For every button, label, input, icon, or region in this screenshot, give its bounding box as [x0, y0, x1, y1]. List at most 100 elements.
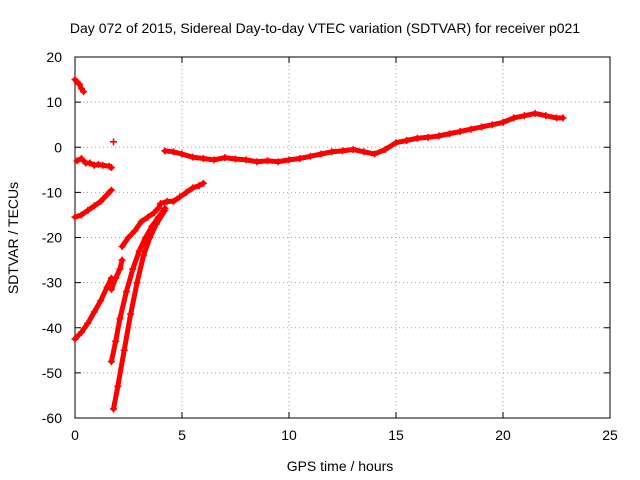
data-point	[478, 123, 486, 131]
x-tick-label: 25	[602, 427, 618, 443]
series-arc-6	[107, 256, 126, 293]
data-point	[520, 112, 528, 120]
data-point	[107, 285, 115, 293]
series-arc-8	[107, 204, 169, 366]
data-point	[120, 346, 128, 354]
data-point	[95, 160, 103, 168]
data-point	[103, 283, 111, 291]
data-point	[152, 220, 160, 228]
data-point	[403, 136, 411, 144]
series-arc-1	[71, 76, 88, 96]
data-markers	[71, 76, 567, 413]
data-point	[317, 150, 325, 158]
series-arc-7	[118, 179, 207, 251]
data-point	[285, 156, 293, 164]
data-point	[253, 158, 261, 166]
y-tick-label: -60	[42, 410, 62, 426]
data-point	[114, 382, 122, 390]
data-point	[103, 191, 111, 199]
data-point	[328, 148, 336, 156]
data-point	[107, 164, 115, 172]
data-point	[99, 161, 107, 169]
data-point	[73, 157, 81, 165]
x-tick-label: 0	[71, 427, 79, 443]
x-tick-label: 10	[281, 427, 297, 443]
data-point	[169, 148, 177, 156]
data-point	[371, 150, 379, 158]
data-point	[110, 138, 118, 146]
y-tick-labels: -60 -50 -40 -30 -20 -10 0 10 20	[42, 49, 62, 426]
data-point	[499, 118, 507, 126]
data-point	[77, 211, 85, 219]
data-point	[559, 114, 567, 122]
data-point	[178, 150, 186, 158]
data-point	[146, 234, 154, 241]
data-point	[360, 148, 368, 156]
data-point	[413, 134, 421, 142]
data-point	[84, 206, 92, 214]
data-point	[221, 154, 229, 162]
data-point	[456, 127, 464, 135]
series-arc-5	[71, 274, 115, 343]
x-tick-label: 5	[178, 427, 186, 443]
data-point	[424, 133, 432, 141]
data-point	[553, 114, 560, 122]
data-point	[80, 88, 88, 96]
data-point	[264, 157, 272, 165]
series-arc-4	[71, 186, 115, 221]
y-tick-label: 20	[46, 49, 62, 65]
y-tick-label: 10	[46, 94, 62, 110]
data-point	[199, 155, 207, 163]
data-point	[510, 114, 518, 122]
data-point	[110, 405, 118, 413]
y-axis-label: SDTVAR / TECUs	[5, 182, 21, 294]
data-point	[144, 213, 152, 221]
series-arc-2	[73, 155, 115, 172]
data-point	[157, 200, 165, 208]
data-point	[189, 153, 197, 161]
y-tick-label: -50	[42, 365, 62, 381]
chart-title: Day 072 of 2015, Sidereal Day-to-day VTE…	[70, 20, 580, 36]
series-arc-3	[110, 138, 118, 146]
data-point	[133, 279, 141, 287]
x-axis-label: GPS time / hours	[287, 458, 394, 474]
data-point	[129, 265, 137, 273]
data-point	[150, 209, 158, 217]
data-point	[176, 193, 184, 201]
axis-ticks	[74, 56, 611, 419]
data-point	[71, 213, 79, 221]
data-point	[161, 147, 169, 155]
data-point	[77, 328, 85, 336]
data-point	[169, 197, 177, 205]
data-point	[139, 252, 147, 260]
data-point	[97, 297, 105, 305]
data-point	[446, 130, 453, 138]
data-point	[77, 155, 85, 163]
data-point	[189, 184, 197, 192]
x-tick-label: 20	[495, 427, 511, 443]
y-tick-label: -10	[42, 184, 62, 200]
x-tick-label: 15	[388, 427, 404, 443]
series-arc-10	[161, 109, 567, 166]
data-point	[127, 310, 135, 318]
data-point	[112, 337, 120, 345]
data-point	[118, 256, 126, 264]
data-point	[122, 288, 130, 296]
data-point	[161, 206, 169, 214]
data-point	[210, 156, 218, 164]
data-point	[182, 188, 190, 196]
data-point	[306, 152, 314, 160]
data-point	[392, 139, 400, 147]
data-point	[435, 132, 443, 140]
data-point	[116, 315, 124, 323]
data-point	[381, 146, 389, 154]
data-point	[71, 335, 79, 343]
data-point	[118, 243, 126, 251]
y-tick-label: 0	[54, 139, 62, 155]
series-arc-9	[110, 206, 169, 413]
grid-lines	[75, 57, 610, 418]
data-point	[75, 80, 83, 88]
data-point	[131, 227, 139, 235]
data-point	[199, 179, 207, 187]
